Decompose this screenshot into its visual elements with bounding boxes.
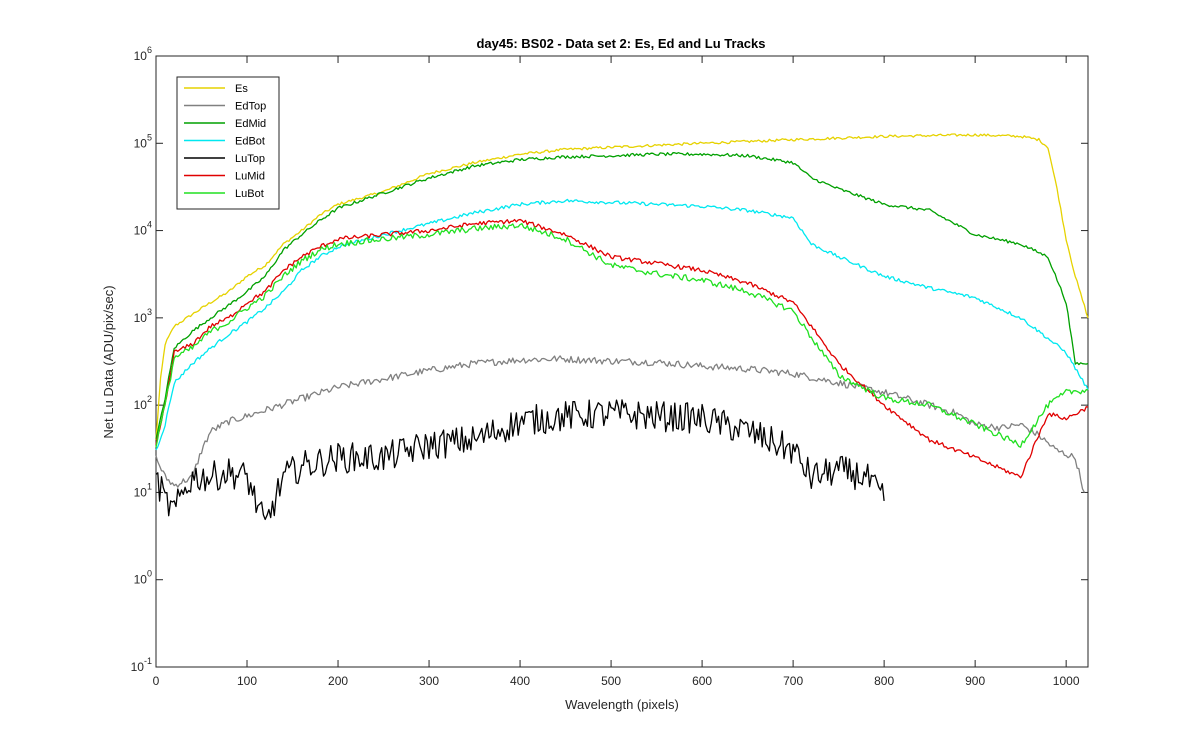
legend-label-lumid: LuMid bbox=[235, 171, 265, 183]
y-tick-label: 105 bbox=[134, 132, 152, 150]
series-line-lutop bbox=[155, 399, 885, 521]
x-tick-label: 200 bbox=[328, 674, 348, 688]
x-tick-label: 900 bbox=[965, 674, 985, 688]
x-tick-label: 700 bbox=[783, 674, 803, 688]
y-tick-label: 104 bbox=[134, 220, 152, 238]
y-tick-label: 103 bbox=[134, 307, 152, 325]
y-tick-label: 100 bbox=[134, 569, 152, 587]
legend-label-lutop: LuTop bbox=[235, 153, 265, 165]
x-tick-label: 0 bbox=[153, 674, 160, 688]
y-tick-label: 101 bbox=[134, 481, 152, 499]
series-line-es bbox=[155, 133, 1089, 440]
series-line-edbot bbox=[155, 198, 1089, 451]
x-tick-label: 600 bbox=[692, 674, 712, 688]
legend-label-lubot: LuBot bbox=[235, 188, 264, 200]
legend: Es EdTop EdMid EdBot LuTop LuMid LuBot bbox=[176, 76, 280, 210]
legend-label-edbot: EdBot bbox=[235, 136, 265, 148]
x-tick-label: 800 bbox=[874, 674, 894, 688]
x-tick-label: 500 bbox=[601, 674, 621, 688]
x-tick-label: 300 bbox=[419, 674, 439, 688]
y-tick-label: 10-1 bbox=[131, 656, 152, 674]
x-tick-label: 400 bbox=[510, 674, 530, 688]
legend-label-edmid: EdMid bbox=[235, 118, 266, 130]
series-line-edmid bbox=[155, 152, 1089, 439]
x-axis-label: Wavelength (pixels) bbox=[565, 697, 679, 712]
x-tick-label: 100 bbox=[237, 674, 257, 688]
y-axis-label: Net Lu Data (ADU/pix/sec) bbox=[101, 285, 116, 438]
legend-label-edtop: EdTop bbox=[235, 101, 266, 113]
y-tick-label: 102 bbox=[134, 394, 152, 412]
chart-title: day45: BS02 - Data set 2: Es, Ed and Lu … bbox=[476, 36, 765, 51]
series-line-lumid bbox=[155, 218, 1089, 479]
y-tick-label: 106 bbox=[134, 45, 152, 63]
series-line-lubot bbox=[155, 223, 1089, 448]
x-tick-label: 1000 bbox=[1053, 674, 1080, 688]
legend-label-es: Es bbox=[235, 83, 248, 95]
series-line-edtop bbox=[155, 355, 1085, 493]
plot-area bbox=[155, 55, 1089, 668]
legend-box bbox=[176, 76, 280, 210]
